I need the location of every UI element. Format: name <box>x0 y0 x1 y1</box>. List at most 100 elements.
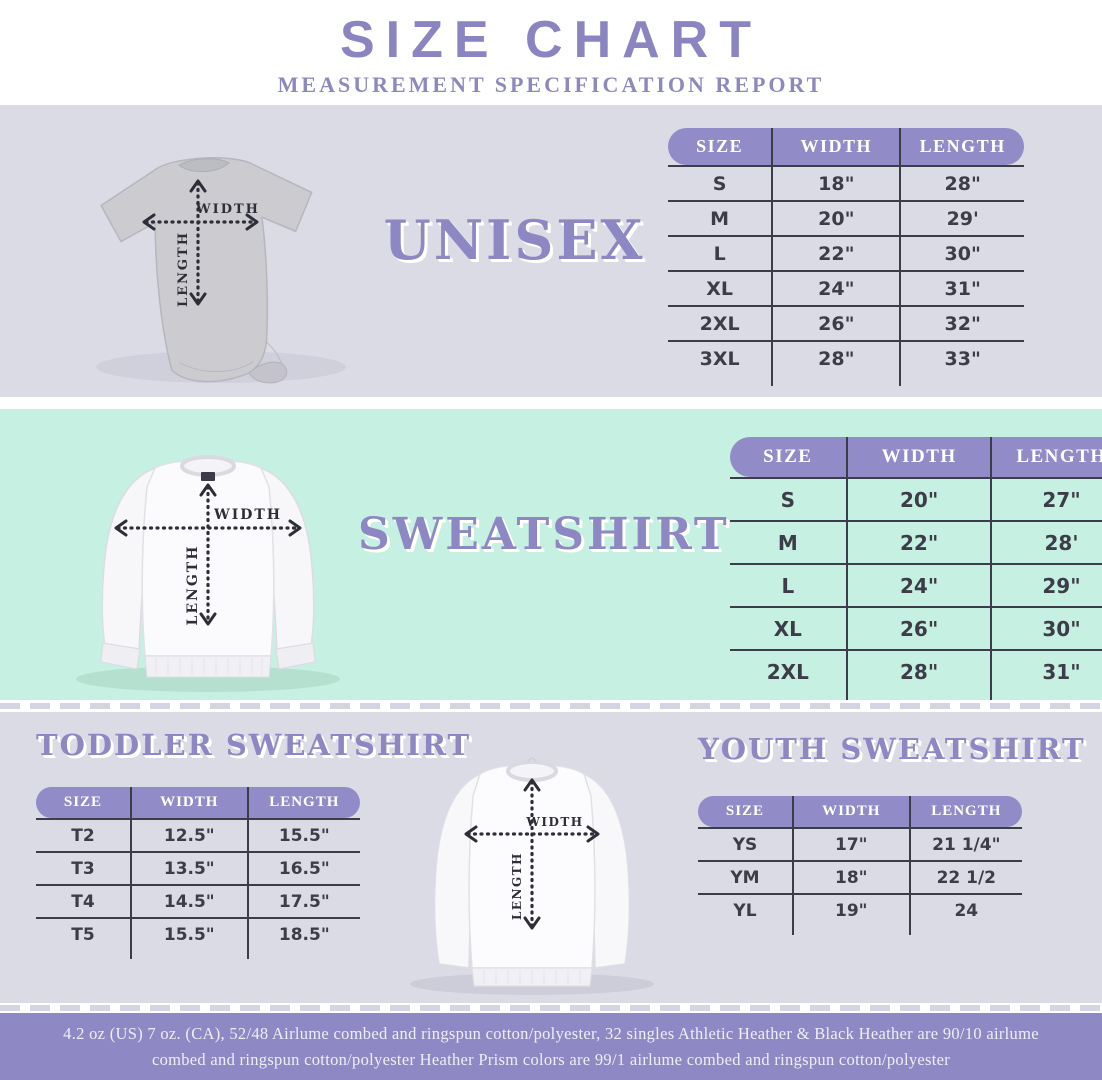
unisex-size-table: SIZE WIDTH LENGTH S 18" 28" M 20" 29' L 22" 30… <box>668 128 1024 386</box>
cell-length: 18.5" <box>246 917 360 959</box>
neck-tag <box>201 472 215 481</box>
unisex-table-wrap: SIZE WIDTH LENGTH S 18" 28" M 20" 29' L 22" 30… <box>668 128 1024 397</box>
header-length: LENGTH <box>246 787 360 818</box>
cell-length: 22 1/2 <box>908 860 1022 893</box>
cell-width: 17" <box>791 827 909 860</box>
collar <box>506 760 558 782</box>
cell-length: 33" <box>899 340 1024 386</box>
cell-size: T3 <box>36 851 130 884</box>
header-length: LENGTH <box>990 437 1102 477</box>
cell-width: 22" <box>845 520 991 563</box>
header-size: SIZE <box>668 128 772 165</box>
cell-size: L <box>668 235 772 270</box>
header-width: WIDTH <box>845 437 991 477</box>
width-arrowheads <box>142 213 259 231</box>
hem-ribs <box>483 970 581 984</box>
cell-size: M <box>729 520 846 563</box>
cell-width: 18" <box>791 860 909 893</box>
length-label: LENGTH <box>185 545 201 626</box>
table-row: M 20" 29' <box>668 200 1024 235</box>
cell-length: 31" <box>899 270 1024 305</box>
length-arrowheads <box>189 179 207 306</box>
cell-size: T4 <box>36 884 130 917</box>
cell-length: 31" <box>990 649 1102 700</box>
header-size: SIZE <box>36 787 130 818</box>
table-row: XL 26" 30" <box>729 606 1102 649</box>
tshirt-fold-lines <box>179 341 283 372</box>
width-arrowheads <box>464 825 600 843</box>
tshirt-image: WIDTH LENGTH <box>56 109 361 397</box>
header-width: WIDTH <box>771 128 900 165</box>
length-label: LENGTH <box>510 852 524 920</box>
cell-size: S <box>668 165 772 200</box>
cell-length: 27" <box>990 477 1102 520</box>
table-header-row: SIZE WIDTH LENGTH <box>668 128 1024 165</box>
cell-length: 28" <box>899 165 1024 200</box>
cell-size: M <box>668 200 772 235</box>
length-arrowheads <box>523 778 541 930</box>
table-row: YM 18" 22 1/2 <box>698 860 1022 893</box>
cell-length: 30" <box>990 606 1102 649</box>
youth-title: YOUTH SWEATSHIRT <box>698 732 1086 766</box>
length-label: LENGTH <box>176 231 191 307</box>
cell-width: 20" <box>845 477 991 520</box>
cell-width: 18" <box>771 165 900 200</box>
tshirt-diagram: WIDTH LENGTH <box>96 157 346 384</box>
cell-length: 28' <box>990 520 1102 563</box>
cell-size: YL <box>698 893 792 935</box>
youth-size-table: SIZE WIDTH LENGTH YS 17" 21 1/4" YM 18" 22 1… <box>698 796 1022 935</box>
cell-length: 21 1/4" <box>908 827 1022 860</box>
length-arrowheads <box>199 483 217 626</box>
table-row: T5 15.5" 18.5" <box>36 917 360 959</box>
toddler-column: TODDLER SWEATSHIRT SIZE WIDTH LENGTH T2 1… <box>0 712 469 1003</box>
page-header: SIZE CHART MEASUREMENT SPECIFICATION REP… <box>0 0 1102 105</box>
cell-size: YS <box>698 827 792 860</box>
cell-size: XL <box>729 606 846 649</box>
cell-size: S <box>729 477 846 520</box>
cell-size: 2XL <box>729 649 846 700</box>
table-row: XL 24" 31" <box>668 270 1024 305</box>
cell-width: 26" <box>845 606 991 649</box>
sweatshirt-diagram: WIDTH LENGTH <box>76 455 340 692</box>
header-width: WIDTH <box>791 796 909 827</box>
cell-length: 29" <box>990 563 1102 606</box>
kids-section: TODDLER SWEATSHIRT SIZE WIDTH LENGTH T2 1… <box>0 712 1102 1003</box>
cell-width: 14.5" <box>129 884 247 917</box>
tshirt-collar <box>178 158 230 173</box>
cell-size: XL <box>668 270 772 305</box>
table-row: S 20" 27" <box>729 477 1102 520</box>
fabric-footer: 4.2 oz (US) 7 oz. (CA), 52/48 Airlume co… <box>0 1013 1102 1080</box>
header-width: WIDTH <box>129 787 247 818</box>
cell-width: 19" <box>791 893 909 935</box>
width-label: WIDTH <box>195 202 260 217</box>
table-row: 2XL 28" 31" <box>729 649 1102 700</box>
sweatshirt-shadow <box>76 666 340 692</box>
cell-length: 29' <box>899 200 1024 235</box>
table-header-row: SIZE WIDTH LENGTH <box>698 796 1022 827</box>
table-row: T3 13.5" 16.5" <box>36 851 360 884</box>
sweatshirt-table-wrap: SIZE WIDTH LENGTH S 20" 27" M 22" 28' L 24" 29… <box>729 437 1102 700</box>
table-header-row: SIZE WIDTH LENGTH <box>729 437 1102 477</box>
cell-width: 24" <box>771 270 900 305</box>
header-length: LENGTH <box>899 128 1024 165</box>
cell-width: 15.5" <box>129 917 247 959</box>
tshirt-body <box>100 157 313 383</box>
sweatshirt-image: WIDTH LENGTH <box>58 415 358 700</box>
sweatshirt-size-table: SIZE WIDTH LENGTH S 20" 27" M 22" 28' L 24" 29… <box>729 437 1102 700</box>
section-divider <box>0 700 1102 712</box>
cell-width: 22" <box>771 235 900 270</box>
table-row: M 22" 28' <box>729 520 1102 563</box>
header-size: SIZE <box>729 437 846 477</box>
header-size: SIZE <box>698 796 792 827</box>
section-divider <box>0 397 1102 409</box>
cell-length: 16.5" <box>246 851 360 884</box>
table-row: S 18" 28" <box>668 165 1024 200</box>
header-length: LENGTH <box>908 796 1022 827</box>
table-row: 2XL 26" 32" <box>668 305 1024 340</box>
cell-width: 28" <box>771 340 900 386</box>
table-row: L 22" 30" <box>668 235 1024 270</box>
table-row: T4 14.5" 17.5" <box>36 884 360 917</box>
cell-length: 15.5" <box>246 818 360 851</box>
